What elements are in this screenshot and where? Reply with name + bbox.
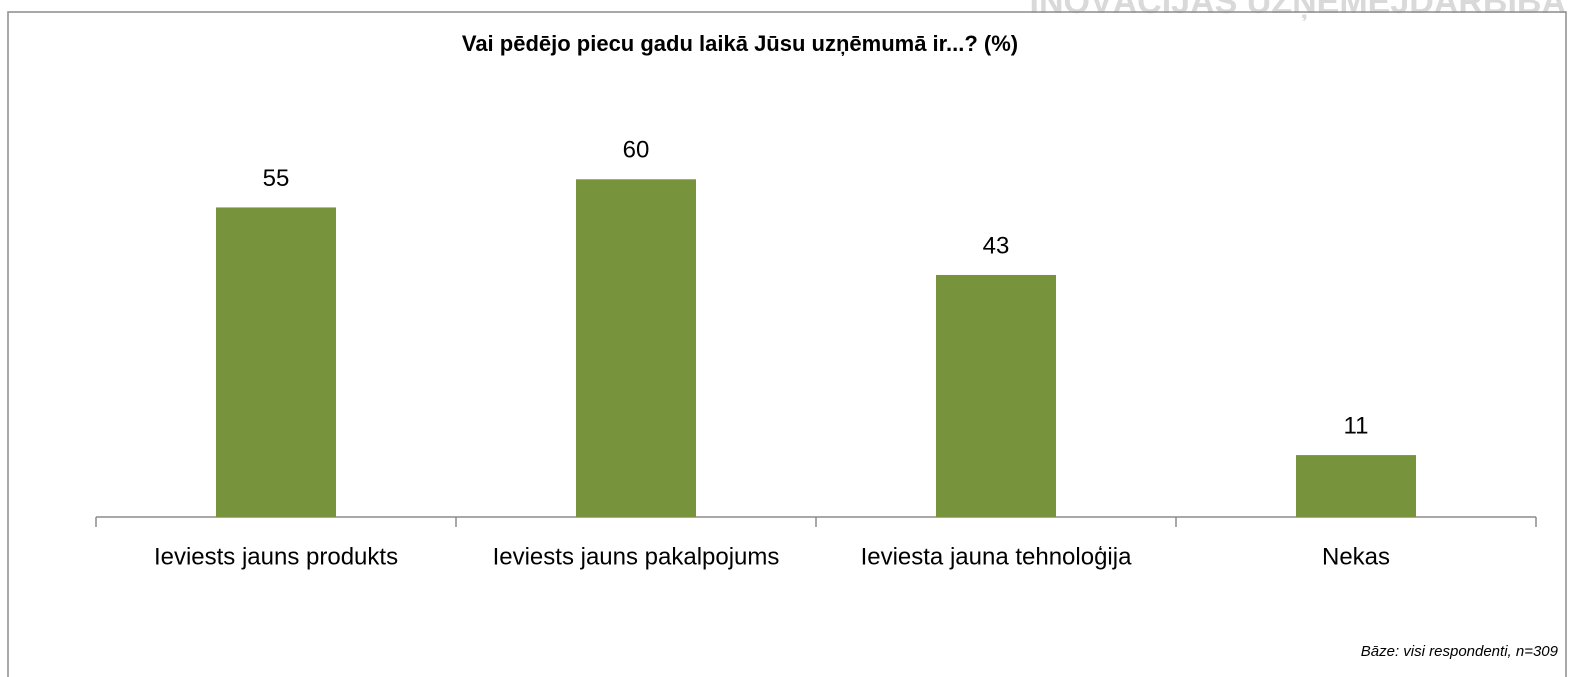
bar [936,274,1056,517]
data-label: 11 [1344,412,1369,439]
footnote: Bāze: visi respondenti, n=309 [1361,643,1559,660]
x-tick-label: Ieviests jauns pakalpojums [493,543,780,570]
page-header: INOVĀCIJAS UZŅĒMĒJDARBĪBĀ [1030,0,1567,21]
data-label: 43 [983,232,1010,259]
x-tick-label: Ieviesta jauna tehnoloģija [861,543,1133,570]
bar [216,207,336,517]
bar [576,179,696,518]
chart-title: Vai pēdējo piecu gadu laikā Jūsu uzņēmum… [462,31,1018,56]
bar [1296,455,1416,517]
x-tick-label: Ieviests jauns produkts [154,543,398,570]
x-tick-label: Nekas [1322,543,1390,570]
data-label: 60 [623,137,650,164]
data-label: 55 [263,165,290,192]
chart-frame [7,11,1567,677]
